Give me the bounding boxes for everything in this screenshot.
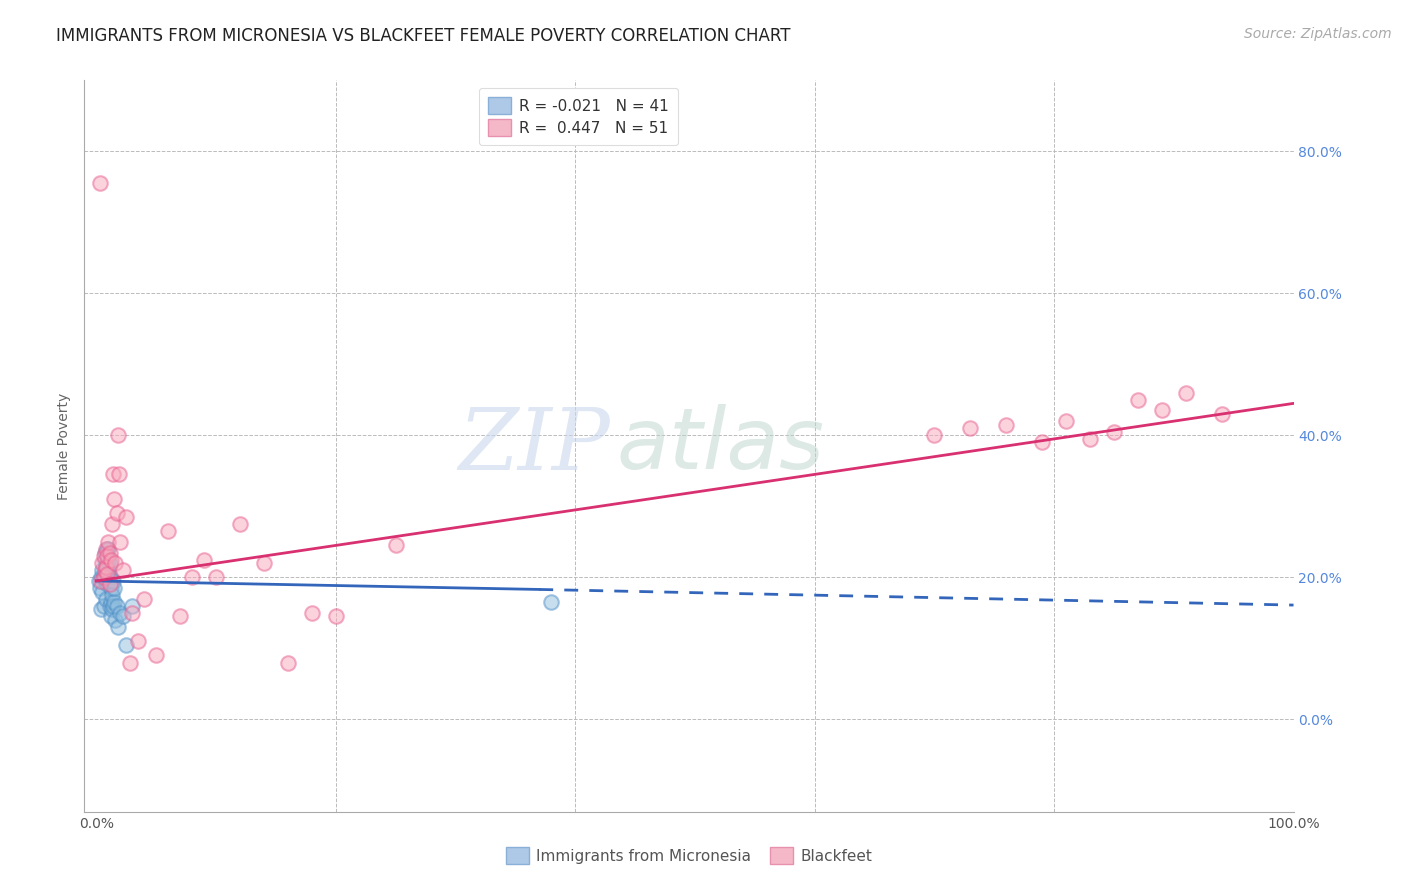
Point [145,648,167,663]
Point [107,620,129,634]
Point [96,577,118,591]
Point [98,556,121,570]
Point [103,581,125,595]
Point [103,492,125,507]
Point [384,538,406,552]
Text: ZIP: ZIP [458,405,610,487]
Point [101,517,124,532]
Point [94,559,117,574]
Point [93,563,115,577]
Point [96,541,118,556]
Legend: Immigrants from Micronesia, Blackfeet: Immigrants from Micronesia, Blackfeet [499,841,879,870]
Point [959,421,981,435]
Point [277,656,299,670]
Point [101,467,124,482]
Point [121,599,143,613]
Point [111,609,134,624]
Point [91,584,114,599]
Point [90,574,112,588]
Point [93,570,115,584]
Point [94,570,117,584]
Point [100,609,122,624]
Point [98,577,121,591]
Point [94,541,117,556]
Point [253,556,276,570]
Point [169,609,191,624]
Point [193,552,215,566]
Point [90,602,112,616]
Point [98,545,121,559]
Point [93,570,115,584]
Point [1150,403,1173,417]
Point [101,599,124,613]
Point [89,176,111,190]
Point [90,570,112,584]
Point [94,559,117,574]
Point [100,552,122,566]
Point [1054,414,1077,428]
Point [104,613,127,627]
Point [89,581,111,595]
Point [1078,432,1101,446]
Point [91,556,114,570]
Point [924,428,946,442]
Text: atlas: atlas [616,404,824,488]
Point [134,591,156,606]
Text: IMMIGRANTS FROM MICRONESIA VS BLACKFEET FEMALE POVERTY CORRELATION CHART: IMMIGRANTS FROM MICRONESIA VS BLACKFEET … [56,27,790,45]
Point [96,556,118,570]
Point [93,549,115,563]
Point [100,595,122,609]
Point [1174,385,1197,400]
Point [97,552,120,566]
Point [91,563,114,577]
Point [97,541,120,556]
Point [1211,407,1233,421]
Point [229,517,252,532]
Point [87,574,110,588]
Point [105,599,128,613]
Point [94,591,117,606]
Point [105,507,128,521]
Point [97,574,120,588]
Point [103,595,125,609]
Point [97,534,120,549]
Point [157,524,180,539]
Point [127,634,149,648]
Text: Source: ZipAtlas.com: Source: ZipAtlas.com [1244,27,1392,41]
Point [98,599,121,613]
Point [96,566,118,581]
Point [301,606,323,620]
Point [96,549,118,563]
Point [98,570,121,584]
Point [121,606,143,620]
Point [325,609,347,624]
Point [111,563,134,577]
Point [101,574,124,588]
Point [1126,392,1149,407]
Point [93,599,115,613]
Point [115,510,138,524]
Point [115,638,138,652]
Point [110,606,132,620]
Point [118,656,141,670]
Point [540,595,562,609]
Point [181,570,204,584]
Point [107,428,129,442]
Point [97,563,120,577]
Y-axis label: Female Poverty: Female Poverty [58,392,72,500]
Point [995,417,1018,432]
Point [110,534,132,549]
Point [108,467,131,482]
Point [93,566,115,581]
Point [1102,425,1125,439]
Point [93,545,115,559]
Point [101,602,124,616]
Point [93,552,115,566]
Point [101,588,124,602]
Point [104,556,127,570]
Point [205,570,228,584]
Point [1031,435,1053,450]
Point [100,581,122,595]
